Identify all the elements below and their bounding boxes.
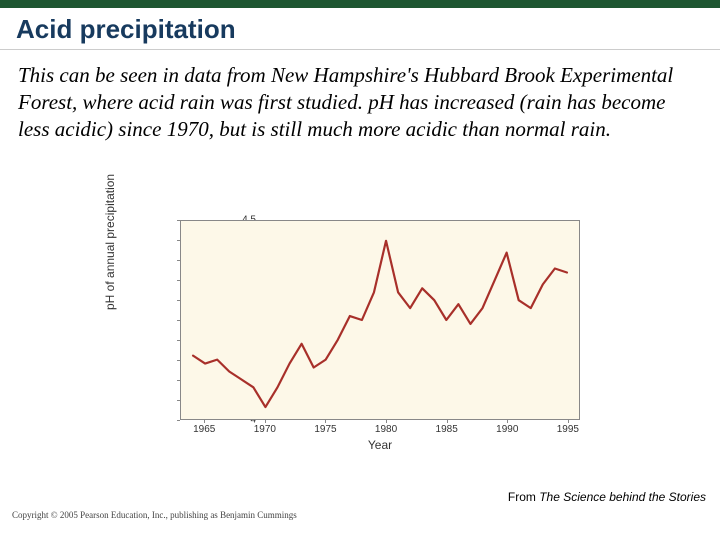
chart-x-tick-mark [204,420,205,423]
chart-y-tick-mark [177,420,180,421]
chart-x-tick-label: 1990 [496,424,518,435]
chart-x-tick-mark [507,420,508,423]
chart-x-tick-label: 1970 [254,424,276,435]
ph-chart: pH of annual precipitation Year 44.054.1… [120,210,600,460]
chart-x-tick-mark [265,420,266,423]
chart-series-line [193,241,567,407]
chart-x-axis-label: Year [180,438,580,452]
attribution-title: The Science behind the Stories [539,490,706,504]
chart-x-tick-mark [386,420,387,423]
chart-x-tick-mark [447,420,448,423]
attribution-prefix: From [508,490,539,504]
attribution-text: From The Science behind the Stories [508,490,706,504]
copyright-text: Copyright © 2005 Pearson Education, Inc.… [12,510,297,520]
slide-body-text: This can be seen in data from New Hampsh… [0,50,720,143]
chart-plot-area [180,220,580,420]
chart-y-axis-label: pH of annual precipitation [103,174,117,310]
chart-line-svg [181,221,579,419]
slide-accent-bar [0,0,720,8]
chart-x-tick-label: 1965 [193,424,215,435]
chart-x-tick-label: 1995 [557,424,579,435]
slide-title: Acid precipitation [16,14,704,45]
chart-x-tick-mark [568,420,569,423]
chart-x-tick-label: 1975 [314,424,336,435]
chart-x-tick-label: 1985 [436,424,458,435]
title-area: Acid precipitation [0,8,720,50]
chart-x-tick-mark [325,420,326,423]
chart-x-tick-label: 1980 [375,424,397,435]
